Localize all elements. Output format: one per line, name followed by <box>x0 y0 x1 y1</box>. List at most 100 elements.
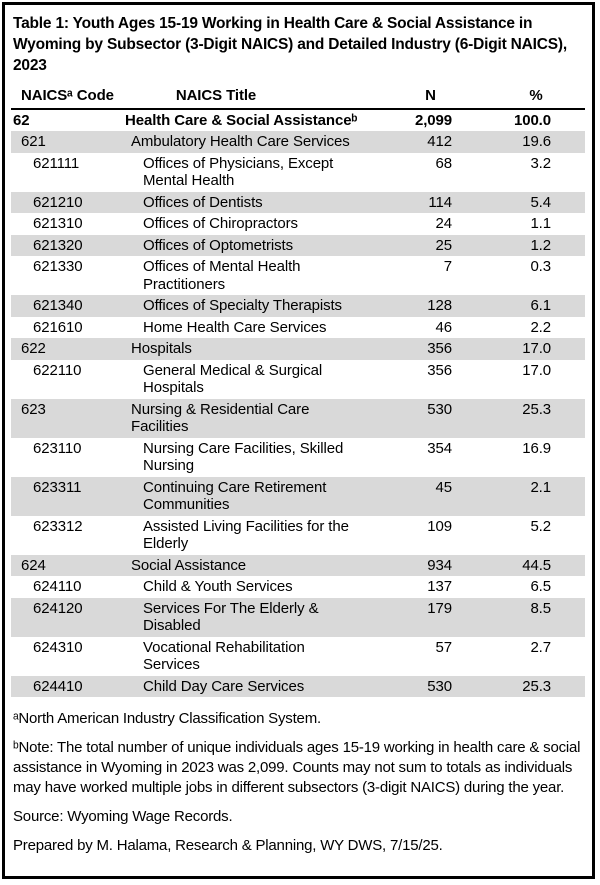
naics-code-cell: 624 <box>11 554 118 576</box>
percent-cell: 100.0 <box>513 111 551 129</box>
naics-code-cell: 62 <box>13 111 30 129</box>
naics-title-cell: Offices of Chiropractors <box>143 215 298 232</box>
table-row: 621610 Home Health Care Services 46 2.2 <box>11 317 585 339</box>
percent-cell: 5.4 <box>503 191 585 213</box>
naics-title-cell: Continuing Care Retirement Communities <box>118 476 358 516</box>
percent-cell: 19.6 <box>503 131 585 153</box>
percent-cell: 1.1 <box>530 215 551 232</box>
n-cell: 24 <box>435 215 453 232</box>
percent-cell: 1.2 <box>503 234 585 256</box>
naics-title-cell: Nursing & Residential Care Facilities <box>118 398 358 438</box>
naics-title-cell: Offices of Mental Health Practitioners <box>143 258 301 293</box>
table-row: 621340 Offices of Specialty Therapists 1… <box>11 295 585 317</box>
table-body: 62 Health Care & Social Assistanceᵇ 2,09… <box>11 109 585 697</box>
naics-title-cell: Child Day Care Services <box>118 675 358 697</box>
naics-title-cell: Offices of Specialty Therapists <box>118 295 358 317</box>
naics-title-cell: Home Health Care Services <box>143 318 327 336</box>
n-cell: 57 <box>435 638 453 656</box>
n-cell: 109 <box>427 517 452 535</box>
naics-title-cell: Nursing Care Facilities, Skilled Nursing <box>143 439 344 475</box>
percent-cell: 2.2 <box>530 318 551 336</box>
table-row: 624120 Services For The Elderly & Disabl… <box>11 597 585 637</box>
n-cell: 354 <box>427 439 452 457</box>
table-row: 621111 Offices of Physicians, Except Men… <box>11 153 585 192</box>
percent-cell: 2.1 <box>503 476 585 516</box>
table-row: 623311 Continuing Care Retirement Commun… <box>11 476 585 516</box>
prepared-note: Prepared by M. Halama, Research & Planni… <box>13 837 443 854</box>
naics-code-cell: 621340 <box>11 295 118 317</box>
footnote-b: ᵇNote: The total number of unique indivi… <box>13 739 581 796</box>
percent-cell: 2.7 <box>530 638 551 656</box>
naics-code-cell: 621610 <box>33 318 83 336</box>
n-cell: 530 <box>358 675 503 697</box>
n-cell: 128 <box>358 295 503 317</box>
percent-cell: 6.5 <box>530 578 551 595</box>
naics-code-cell: 621210 <box>11 191 118 213</box>
percent-cell: 3.2 <box>530 154 551 172</box>
table-row: 624 Social Assistance 934 44.5 <box>11 554 585 576</box>
footnote-a: ᵃNorth American Industry Classification … <box>13 710 321 727</box>
naics-code-cell: 623312 <box>33 517 83 535</box>
n-cell: 356 <box>427 361 452 379</box>
percent-cell: 6.1 <box>503 295 585 317</box>
naics-title-cell: Assisted Living Facilities for the Elder… <box>143 517 349 553</box>
source-note: Source: Wyoming Wage Records. <box>13 808 233 825</box>
n-cell: 356 <box>358 338 503 360</box>
percent-cell: 0.3 <box>530 258 551 275</box>
naics-code-cell: 624110 <box>33 578 82 595</box>
table-row: 621330 Offices of Mental Health Practiti… <box>11 256 585 295</box>
header-percent: % <box>503 85 585 110</box>
naics-code-cell: 621330 <box>33 258 83 275</box>
table-row: 621210 Offices of Dentists 114 5.4 <box>11 191 585 213</box>
header-naics-title: NAICS Title <box>118 85 358 110</box>
table-row: 624310 Vocational Rehabilitation Service… <box>11 637 585 676</box>
percent-cell: 16.9 <box>522 439 551 457</box>
percent-cell: 44.5 <box>503 554 585 576</box>
header-n: N <box>358 85 503 110</box>
n-cell: 179 <box>358 597 503 637</box>
n-cell: 114 <box>358 191 503 213</box>
percent-cell: 25.3 <box>503 675 585 697</box>
percent-cell: 5.2 <box>530 517 551 535</box>
table-row: 621 Ambulatory Health Care Services 412 … <box>11 131 585 153</box>
percent-cell: 8.5 <box>503 597 585 637</box>
n-cell: 45 <box>358 476 503 516</box>
n-cell: 530 <box>358 398 503 438</box>
n-cell: 137 <box>427 578 452 595</box>
naics-code-cell: 623311 <box>11 476 118 516</box>
naics-code-cell: 621 <box>11 131 118 153</box>
table-row: 62 Health Care & Social Assistanceᵇ 2,09… <box>11 109 585 132</box>
table-row: 624410 Child Day Care Services 530 25.3 <box>11 675 585 697</box>
naics-title-cell: Ambulatory Health Care Services <box>118 131 358 153</box>
naics-title-cell: Offices of Optometrists <box>118 234 358 256</box>
table-header: NAICSᵃ Code NAICS Title N % <box>11 85 585 110</box>
naics-title-cell: Offices of Physicians, Except Mental Hea… <box>143 154 334 190</box>
table-row: 622110 General Medical & Surgical Hospit… <box>11 360 585 399</box>
naics-title-cell: Child & Youth Services <box>143 578 293 595</box>
naics-code-cell: 624310 <box>33 638 83 656</box>
n-cell: 46 <box>435 318 453 336</box>
naics-table: NAICSᵃ Code NAICS Title N % 62 Health Ca… <box>11 85 585 697</box>
naics-title-cell: Services For The Elderly & Disabled <box>118 597 358 637</box>
naics-title-cell: Hospitals <box>118 338 358 360</box>
n-cell: 25 <box>358 234 503 256</box>
naics-code-cell: 622110 <box>33 361 82 379</box>
naics-title-cell: General Medical & Surgical Hospitals <box>143 361 323 397</box>
naics-code-cell: 621111 <box>33 154 80 172</box>
percent-cell: 25.3 <box>503 398 585 438</box>
table-row: 624110 Child & Youth Services 137 6.5 <box>11 576 585 598</box>
naics-code-cell: 623110 <box>33 439 82 457</box>
naics-code-cell: 624410 <box>11 675 118 697</box>
naics-code-cell: 623 <box>11 398 118 438</box>
percent-cell: 17.0 <box>503 338 585 360</box>
table-title: Table 1: Youth Ages 15-19 Working in Hea… <box>13 15 567 74</box>
n-cell: 7 <box>443 258 452 275</box>
table-row: 623110 Nursing Care Facilities, Skilled … <box>11 438 585 477</box>
naics-code-cell: 621310 <box>33 215 83 232</box>
table-frame: Table 1: Youth Ages 15-19 Working in Hea… <box>2 2 595 879</box>
n-cell: 412 <box>358 131 503 153</box>
header-naics-code: NAICSᵃ Code <box>11 85 118 110</box>
percent-cell: 17.0 <box>522 361 551 379</box>
header-row: NAICSᵃ Code NAICS Title N % <box>11 85 585 110</box>
naics-code-cell: 622 <box>11 338 118 360</box>
